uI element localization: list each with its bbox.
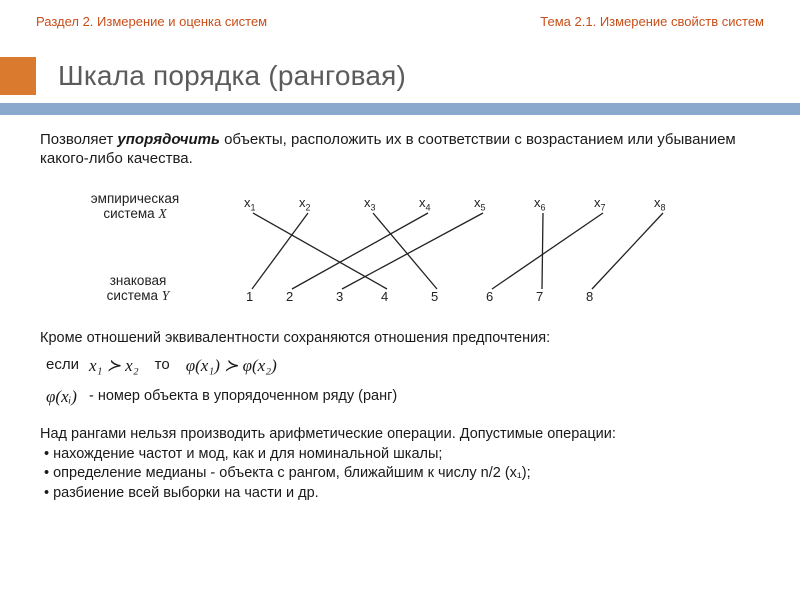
- x-node: x1: [244, 195, 256, 214]
- ops-item: нахождение частот и мод, как и для номин…: [44, 445, 760, 463]
- y-node: 5: [431, 289, 438, 305]
- formula-lhs: x₁ ≻ x₂: [89, 355, 139, 376]
- ops-item: определение медианы - объекта с рангом, …: [44, 464, 760, 482]
- preference-text: Кроме отношений эквивалентности сохраняю…: [40, 329, 760, 347]
- ops-item: разбиение всей выборки на части и др.: [44, 484, 760, 502]
- topic-label: Тема 2.1. Измерение свойств систем: [540, 14, 764, 29]
- formula-row: если x₁ ≻ x₂ то φ(x₁) ≻ φ(x₂): [40, 355, 760, 376]
- x-node: x4: [419, 195, 431, 214]
- x-node: x8: [654, 195, 666, 214]
- y-node: 3: [336, 289, 343, 305]
- title-band: [0, 103, 800, 115]
- section-label: Раздел 2. Измерение и оценка систем: [36, 14, 267, 29]
- if-label: если: [46, 356, 79, 375]
- accent-block: [0, 57, 36, 95]
- ops-list: нахождение частот и мод, как и для номин…: [40, 445, 760, 501]
- y-node: 4: [381, 289, 388, 305]
- x-node: x6: [534, 195, 546, 214]
- y-node: 7: [536, 289, 543, 305]
- intro-text: Позволяет упорядочить объекты, расположи…: [40, 131, 760, 169]
- ops-head: Над рангами нельзя производить арифметич…: [40, 425, 760, 443]
- phi-definition: φ(xᵢ) - номер объекта в упорядоченном ря…: [40, 386, 760, 407]
- intro-before: Позволяет: [40, 131, 117, 148]
- intro-emph: упорядочить: [117, 131, 220, 148]
- y-node: 1: [246, 289, 253, 305]
- page-title: Шкала порядка (ранговая): [58, 60, 406, 92]
- x-node: x7: [594, 195, 606, 214]
- x-node: x5: [474, 195, 486, 214]
- mapping-diagram: эмпирическая система X знаковая система …: [40, 181, 760, 321]
- phi-symbol: φ(xᵢ): [46, 386, 77, 407]
- x-node: x3: [364, 195, 376, 214]
- formula-rhs: φ(x₁) ≻ φ(x₂): [186, 355, 277, 376]
- y-node: 8: [586, 289, 593, 305]
- operations-block: Над рангами нельзя производить арифметич…: [40, 425, 760, 502]
- phi-text: - номер объекта в упорядоченном ряду (ра…: [89, 387, 397, 405]
- x-node: x2: [299, 195, 311, 214]
- then-label: то: [155, 356, 170, 375]
- mapping-lines: [40, 181, 760, 321]
- y-node: 6: [486, 289, 493, 305]
- y-node: 2: [286, 289, 293, 305]
